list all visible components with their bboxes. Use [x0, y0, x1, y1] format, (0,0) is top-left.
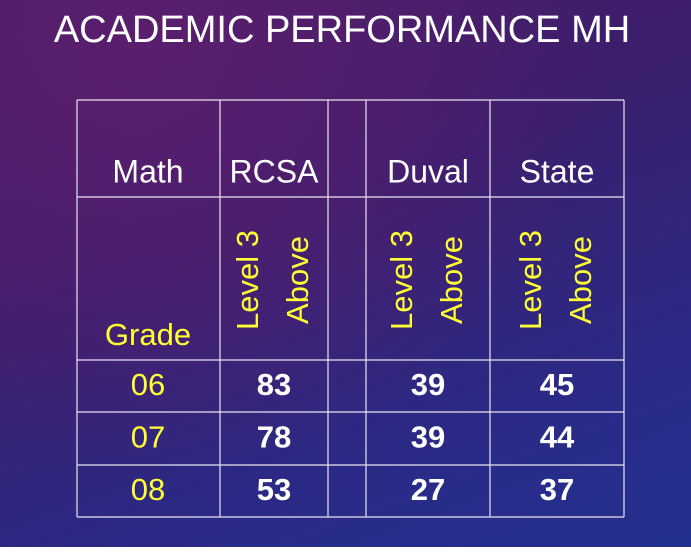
value-cell: 37 [540, 472, 574, 507]
grade-cell: 08 [131, 472, 165, 507]
subheader-cell: Grade [105, 317, 191, 352]
subheader-cell: Level 3 [384, 230, 419, 330]
table: Math RCSA Duval State Grade Level 3 Above Level… [76, 99, 625, 518]
slide-title: ACADEMIC PERFORMANCE MH [54, 9, 630, 51]
grade-cell: 07 [131, 420, 165, 455]
subheader-cell: Above [434, 236, 469, 324]
value-cell: 83 [257, 367, 291, 402]
header-cell: State [520, 153, 595, 189]
subheader-cell: Level 3 [513, 230, 548, 330]
value-cell: 44 [540, 420, 575, 455]
subheader-cell: Above [563, 236, 598, 324]
value-cell: 27 [411, 472, 445, 507]
header-cell: Math [112, 153, 183, 189]
subheader-cell: Level 3 [230, 230, 265, 330]
value-cell: 39 [411, 367, 445, 402]
header-cell: Duval [387, 153, 469, 189]
header-cell: RCSA [230, 153, 320, 189]
value-cell: 78 [257, 420, 291, 455]
grade-cell: 06 [131, 367, 165, 402]
value-cell: 53 [257, 472, 291, 507]
value-cell: 45 [540, 367, 574, 402]
subheader-cell: Above [280, 236, 315, 324]
value-cell: 39 [411, 420, 445, 455]
